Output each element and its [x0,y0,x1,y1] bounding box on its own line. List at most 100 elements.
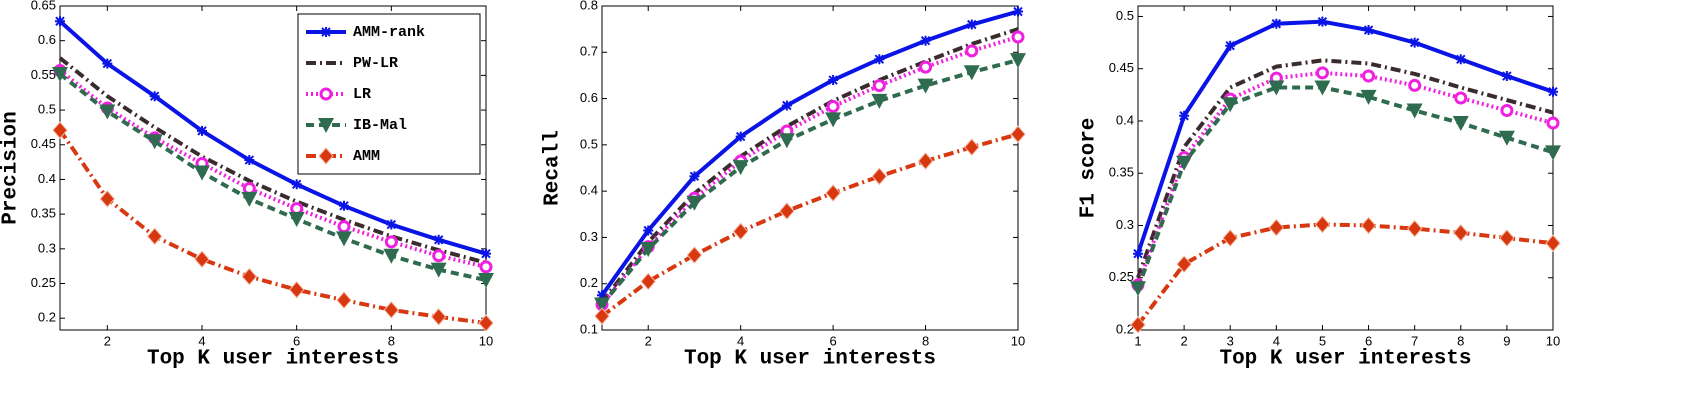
marker [431,308,447,326]
x-tick-label: 4 [198,333,205,348]
x-axis-label: Top K user interests [684,348,936,371]
marker [825,112,842,128]
marker [1176,155,1193,171]
marker [432,249,446,263]
marker [1317,16,1328,27]
marker [384,235,398,249]
x-tick-label: 10 [479,333,493,348]
marker [1133,248,1143,259]
marker [779,202,795,220]
marker [149,91,160,102]
marker [874,54,885,65]
series-line [58,19,487,256]
marker [1498,130,1515,146]
marker [1360,89,1377,105]
marker [1545,234,1561,253]
x-tick-label: 4 [1273,333,1280,348]
marker [337,220,351,234]
y-tick-label: 0.45 [1109,60,1134,75]
marker [1360,216,1377,235]
x-tick-label: 3 [1227,333,1234,348]
series-line [1136,58,1554,279]
marker [1011,30,1025,44]
y-tick-label: 0.5 [38,102,56,117]
x-axis-label: Top K user interests [1219,348,1471,371]
y-tick-label: 0.3 [1116,217,1134,232]
marker [1501,71,1512,82]
legend-label: AMM-rank [353,24,425,41]
series-line [1136,70,1554,286]
marker [689,171,700,182]
marker [1409,37,1420,48]
y-tick-label: 0.65 [31,0,56,12]
y-axis-label: Recall [542,130,565,206]
y-tick-label: 0.6 [580,90,598,105]
marker [478,273,494,289]
marker [825,184,841,202]
y-tick-label: 0.3 [38,240,56,255]
legend-label: AMM [353,148,380,165]
marker [1268,218,1284,237]
x-tick-label: 4 [737,333,744,348]
marker [1130,281,1146,297]
marker [1222,97,1239,113]
legend-label: IB-Mal [353,117,407,134]
x-tick-label: 8 [1457,333,1464,348]
marker [686,246,703,264]
marker [430,262,447,278]
marker [102,58,113,69]
marker [241,191,258,207]
marker [321,27,331,37]
marker [478,314,494,332]
marker [1453,224,1469,242]
y-tick-label: 0.6 [38,32,56,47]
y-tick-label: 0.1 [580,321,598,336]
y-tick-label: 0.35 [1109,165,1134,180]
x-tick-label: 10 [1546,333,1560,348]
marker [963,65,980,81]
marker [966,19,977,30]
marker [1176,255,1192,273]
marker [241,267,257,286]
marker [1452,116,1469,132]
marker [479,260,493,274]
series-line [600,58,1019,306]
marker [383,248,400,264]
marker [289,281,305,299]
subplot: 0.1 0.2 0.3 0.4 0.5 0.6 0.7 0.8 2 4 6 8 10 Top K user… [542,0,1026,371]
marker [964,138,980,156]
x-tick-label: 6 [1365,333,1372,348]
marker [1013,6,1023,17]
marker [336,231,352,247]
x-tick-label: 8 [922,333,929,348]
y-tick-label: 0.25 [1109,269,1134,284]
x-tick-label: 7 [1411,333,1418,348]
x-tick-label: 1 [1134,333,1141,348]
x-tick-label: 2 [1180,333,1187,348]
y-tick-label: 0.5 [580,136,598,151]
marker [732,160,749,176]
y-tick-label: 0.45 [31,136,56,151]
marker [781,100,792,111]
subplot: 0.2 0.25 0.3 0.35 0.4 0.45 0.5 1 2 3 4 5 6 7 8 9 10 Top K… [1078,5,1561,371]
x-axis-label: Top K user interests [147,348,399,371]
plot-area [1137,5,1554,331]
y-tick-label: 0.8 [580,0,598,12]
marker [920,35,931,46]
marker [1179,110,1190,121]
marker [594,307,610,325]
marker [1500,104,1514,118]
marker [1363,25,1374,36]
marker [194,250,210,268]
marker [965,44,979,58]
x-tick-label: 6 [829,333,836,348]
marker [433,234,444,245]
legend: AMM-rank PW-LR LR IB-Mal AMM [297,13,481,175]
marker [1314,80,1331,96]
marker [1407,219,1423,238]
marker [1010,53,1026,69]
marker [1314,215,1331,234]
marker [1499,229,1515,247]
marker [52,121,68,139]
marker [917,78,934,94]
